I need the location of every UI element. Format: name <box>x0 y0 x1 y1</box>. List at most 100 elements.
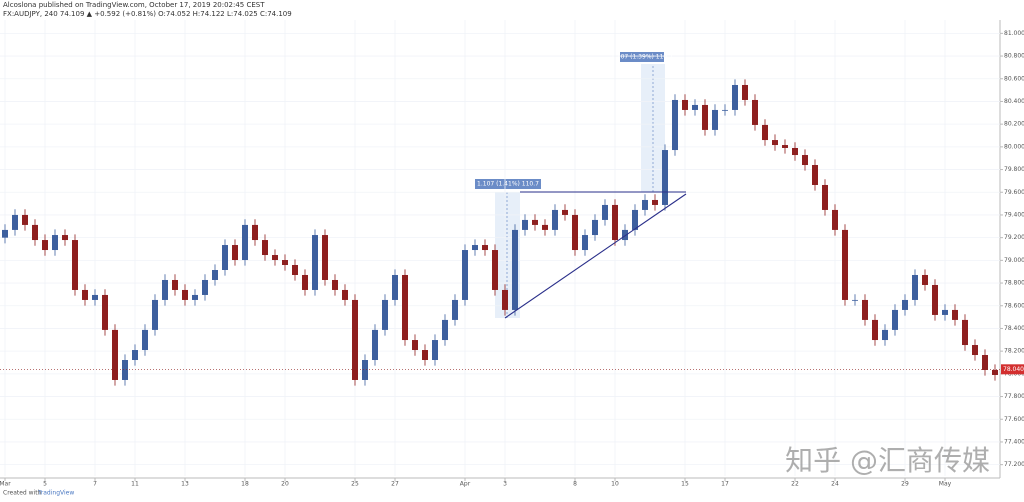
candle-body <box>762 124 768 141</box>
x-tick-label: 13 <box>181 481 189 488</box>
candle-body <box>962 319 968 346</box>
candle-body <box>662 150 668 205</box>
candle-body <box>142 329 148 351</box>
candle-body <box>922 274 928 285</box>
candle-body <box>892 309 898 330</box>
y-tick-label: 79.800 <box>1004 166 1024 173</box>
candle-body <box>572 214 578 251</box>
candle-body <box>52 235 58 251</box>
candle-body <box>442 319 448 341</box>
measure-label: 1.107 (1.39%) 110.7 <box>611 54 673 61</box>
candle-body <box>152 299 158 330</box>
symbol-line: FX:AUDJPY, 240 74.109 ▲ +0.592 (+0.81%) … <box>3 10 292 18</box>
last-price-label: 78.040 <box>1003 366 1024 373</box>
candle-body <box>242 224 248 261</box>
candle-body <box>472 245 478 251</box>
candle-body <box>282 260 288 266</box>
candle-body <box>712 109 718 130</box>
candle-body <box>402 274 408 341</box>
candle-body <box>182 289 188 300</box>
candle-body <box>872 319 878 341</box>
candle-body <box>612 204 618 241</box>
x-tick-label: 11 <box>131 481 139 488</box>
candle-body <box>982 355 988 370</box>
candle-body <box>12 214 18 230</box>
footer-created: Created with <box>3 490 42 497</box>
candle-body <box>882 329 888 341</box>
candle-body <box>792 147 798 156</box>
candle-body <box>92 294 98 300</box>
candle-body <box>72 240 78 290</box>
candle-body <box>912 274 918 300</box>
candle-body <box>972 345 978 356</box>
candle-body <box>902 299 908 310</box>
x-tick-label: 29 <box>901 481 909 488</box>
x-tick-label: Apr <box>460 481 471 488</box>
candle-body <box>192 294 198 300</box>
watermark: 知乎 @汇商传媒 <box>785 444 990 477</box>
candle-body <box>702 104 708 130</box>
x-tick-label: 22 <box>791 481 799 488</box>
candle-body <box>202 279 208 295</box>
x-tick-label: 8 <box>573 481 577 488</box>
y-tick-label: 78.800 <box>1004 280 1024 287</box>
candle-body <box>592 219 598 236</box>
candle-body <box>212 269 218 280</box>
candle-body <box>312 235 318 290</box>
candle-body <box>942 309 948 315</box>
candle-body <box>552 209 558 230</box>
candle-body <box>362 360 368 380</box>
y-tick-label: 80.400 <box>1004 98 1024 105</box>
candle-body <box>112 329 118 380</box>
candle-body <box>502 289 508 310</box>
x-tick-label: 18 <box>241 481 249 488</box>
candle-body <box>772 140 778 146</box>
candle-body <box>352 299 358 380</box>
candle-body <box>162 279 168 300</box>
measure-label: 1.107 (1.41%) 110.7 <box>477 181 539 188</box>
x-tick-label: Mar <box>0 481 11 488</box>
candle-body <box>62 235 68 241</box>
y-tick-label: 80.800 <box>1004 53 1024 60</box>
candle-body <box>842 229 848 300</box>
candle-body <box>582 235 588 251</box>
candle-body <box>672 99 678 151</box>
candle-body <box>232 245 238 261</box>
candle-body <box>432 340 438 361</box>
y-tick-label: 77.200 <box>1004 461 1024 468</box>
candle-body <box>482 245 488 251</box>
candle-body <box>642 199 648 210</box>
candle-body <box>852 299 858 301</box>
y-tick-label: 77.600 <box>1004 416 1024 423</box>
candle-body <box>632 209 638 230</box>
candle-body <box>812 165 818 185</box>
candle-body <box>252 224 258 241</box>
candle-body <box>782 145 788 148</box>
candle-body <box>342 289 348 300</box>
x-tick-label: 5 <box>43 481 47 488</box>
candle-body <box>102 294 108 330</box>
footer-brand: TradingView <box>37 490 74 497</box>
measure-label-box <box>620 52 664 62</box>
candle-body <box>522 219 528 230</box>
x-tick-label: 25 <box>351 481 359 488</box>
candle-body <box>42 240 48 251</box>
candle-body <box>732 84 738 110</box>
candle-body <box>862 299 868 320</box>
candle-body <box>222 245 228 270</box>
y-tick-label: 80.200 <box>1004 121 1024 128</box>
candle-body <box>382 299 388 330</box>
y-tick-label: 79.200 <box>1004 234 1024 241</box>
candle-body <box>692 104 698 110</box>
y-tick-label: 78.400 <box>1004 325 1024 332</box>
x-tick-label: 20 <box>281 481 289 488</box>
x-tick-label: 15 <box>681 481 689 488</box>
candle-body <box>682 99 688 110</box>
candle-body <box>602 204 608 220</box>
candle-body <box>292 265 298 275</box>
author-line: Alcoslona published on TradingView.com, … <box>3 1 265 9</box>
x-tick-label: 7 <box>93 481 97 488</box>
candle-body <box>542 224 548 230</box>
y-tick-label: 79.000 <box>1004 257 1024 264</box>
